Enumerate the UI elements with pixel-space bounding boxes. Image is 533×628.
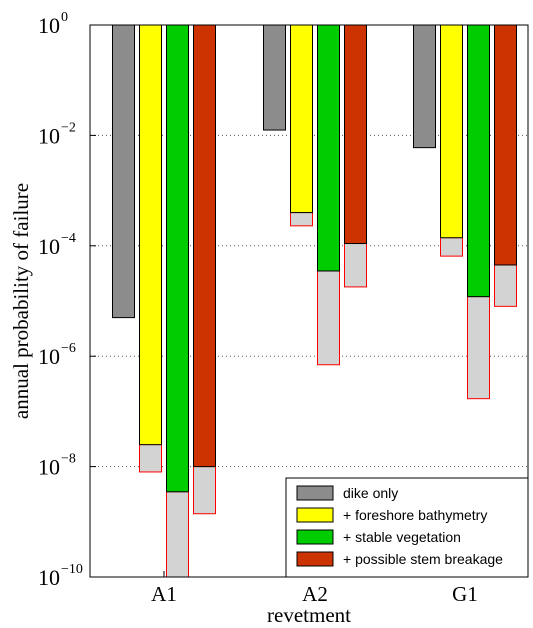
uncertainty-bar [317, 270, 340, 366]
legend-swatch [296, 485, 334, 501]
bar [467, 24, 490, 298]
y-tick-label: 10 [38, 13, 60, 38]
bar [263, 24, 286, 131]
y-tick-label: 10 [38, 565, 60, 590]
legend-swatch [296, 529, 334, 545]
bar [166, 24, 189, 493]
legend-swatch [296, 551, 334, 567]
bar [344, 24, 367, 245]
bar [440, 24, 463, 239]
uncertainty-bar [139, 444, 162, 473]
y-tick-exponent: −10 [61, 562, 83, 577]
bar [494, 24, 517, 266]
bar [317, 24, 340, 272]
x-tick-label: G1 [452, 582, 478, 606]
uncertainty-bar [166, 491, 189, 578]
legend-label: dike only [343, 485, 398, 501]
uncertainty-bar [467, 296, 490, 400]
bar [139, 24, 162, 446]
uncertainty-bar [344, 243, 367, 288]
uncertainty-bar [494, 264, 517, 307]
legend-label: + possible stem breakage [343, 551, 503, 567]
legend-label: + foreshore bathymetry [343, 507, 487, 523]
bars [112, 24, 517, 578]
bar [112, 24, 135, 319]
y-tick-label: 10 [38, 123, 60, 148]
y-axis-label: annual probability of failure [9, 183, 33, 419]
bar [193, 24, 216, 468]
uncertainty-bar [290, 212, 313, 227]
uncertainty-bar [193, 466, 216, 515]
x-tick-label: A2 [302, 582, 328, 606]
legend-label: + stable vegetation [343, 529, 461, 545]
bar [290, 24, 313, 214]
y-tick-exponent: −8 [61, 452, 76, 467]
legend: dike only + foreshore bathymetry + stable … [285, 477, 529, 578]
y-tick-exponent: −6 [61, 341, 76, 356]
y-tick-label: 10 [38, 234, 60, 259]
x-axis-ticks: A1 A2 G1 [151, 571, 478, 606]
y-tick-exponent: 0 [61, 10, 68, 25]
y-tick-label: 10 [38, 455, 60, 480]
uncertainty-bar [440, 237, 463, 257]
legend-swatch [296, 507, 334, 523]
y-tick-label: 10 [38, 344, 60, 369]
y-tick-exponent: −2 [61, 120, 76, 135]
x-tick-label: A1 [151, 582, 177, 606]
grid-lines [90, 134, 528, 468]
x-axis-label: revetment [267, 603, 351, 627]
y-tick-exponent: −4 [61, 231, 76, 246]
bar [413, 24, 436, 149]
